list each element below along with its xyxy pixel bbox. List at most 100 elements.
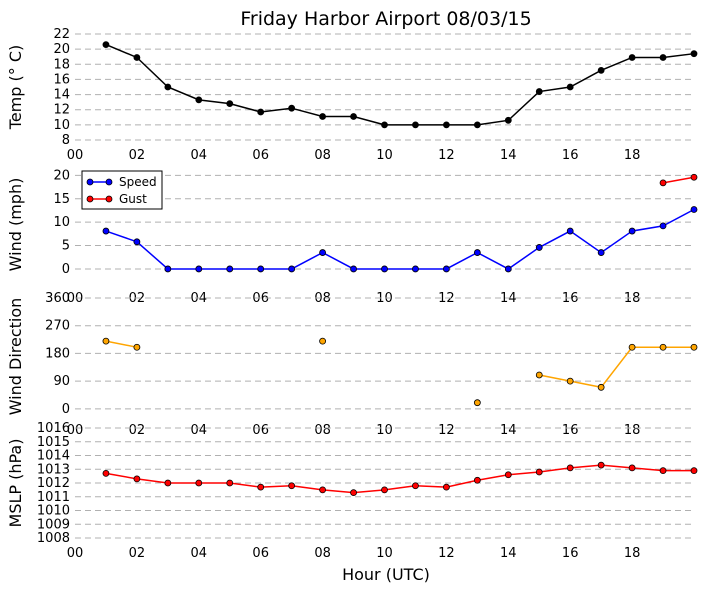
x-tick-label: 16 [562,148,579,163]
data-point [597,461,605,469]
series-line [662,176,695,184]
panel-3: 0 90 180 270 360 00 02 04 06 08 10 12 14 16 18 Wind Dir… [6,291,698,438]
x-tick-label: 02 [129,546,146,561]
data-point [350,489,357,497]
data-point [442,483,450,491]
x-tick-label: 04 [191,546,208,561]
x-tick-label: 16 [562,423,579,438]
x-tick-label: 10 [376,546,393,561]
data-point [412,265,419,273]
y-tick-label: 1016 [37,421,70,436]
y-axis-label: Wind (mph) [6,178,25,272]
data-point [257,108,265,116]
data-point [288,482,296,490]
series-line [105,340,138,348]
y-tick-label: 0 [62,262,70,277]
data-point [442,121,450,129]
x-tick-label: 02 [129,148,146,163]
x-tick-label: 10 [376,148,393,163]
data-point [628,54,636,61]
data-point [102,227,110,235]
series-line [539,346,694,389]
y-tick-label: 8 [62,133,70,148]
data-point [164,83,172,91]
y-tick-label: 90 [53,374,70,389]
series-line [105,43,695,126]
data-point [535,371,543,379]
data-point [381,265,388,273]
data-point [257,483,265,491]
data-point [535,244,543,251]
y-tick-label: 20 [53,42,70,57]
y-tick-label: 1009 [37,517,70,532]
data-point [473,476,481,484]
x-tick-label: 12 [438,546,455,561]
x-tick-label: 00 [67,423,84,438]
y-tick-label: 22 [53,27,70,42]
x-tick-label: 14 [500,423,517,438]
data-point [195,96,203,104]
data-point [628,343,636,351]
data-point [628,227,636,235]
data-point [288,104,296,112]
x-tick-label: 06 [252,423,269,438]
x-tick-label: 04 [191,423,208,438]
data-point [690,206,698,213]
y-tick-label: 1010 [37,504,70,519]
data-point [659,343,667,351]
y-tick-label: 15 [53,192,70,207]
data-point [442,265,450,273]
data-point [133,343,141,351]
y-tick-label: 1011 [37,490,70,505]
data-point [164,265,172,273]
x-tick-label: 10 [376,291,393,306]
data-point [319,486,327,494]
data-point [102,337,110,345]
data-point [566,377,574,385]
legend-label: Gust [119,192,147,206]
data-point [690,343,698,351]
data-point [226,479,234,487]
legend-swatch-marker [86,195,94,203]
data-point [659,179,667,187]
data-point [628,464,636,472]
y-axis-label: MSLP (hPa) [6,439,25,528]
data-point [288,265,296,273]
y-tick-label: 16 [53,72,70,87]
data-point [319,113,327,120]
data-point [597,249,605,256]
data-point [504,471,512,479]
data-point [473,121,481,129]
x-tick-label: 16 [562,546,579,561]
y-axis-label: Temp (° C) [6,45,25,130]
data-point [597,66,605,74]
y-tick-label: 1013 [37,462,70,477]
y-tick-label: 14 [53,88,70,103]
x-tick-label: 04 [191,148,208,163]
data-point [690,50,698,58]
x-tick-label: 08 [314,148,331,163]
data-point [597,383,605,391]
x-tick-label: 12 [438,148,455,163]
data-point [566,464,574,472]
x-tick-label: 18 [624,546,641,561]
x-tick-label: 18 [624,148,641,163]
y-tick-label: 1012 [37,476,70,491]
legend-box [81,170,163,210]
x-axis-label: Hour (UTC) [342,565,430,584]
x-tick-label: 00 [67,546,84,561]
data-point [319,337,327,345]
legend-label: Speed [119,175,157,189]
y-tick-label: 1014 [37,449,70,464]
x-tick-label: 14 [500,148,517,163]
legend-swatch-marker [105,195,113,203]
x-tick-label: 00 [67,148,84,163]
x-tick-label: 12 [438,423,455,438]
y-tick-label: 10 [53,215,70,230]
data-point [504,265,512,273]
data-point [659,54,667,61]
x-tick-label: 10 [376,423,393,438]
